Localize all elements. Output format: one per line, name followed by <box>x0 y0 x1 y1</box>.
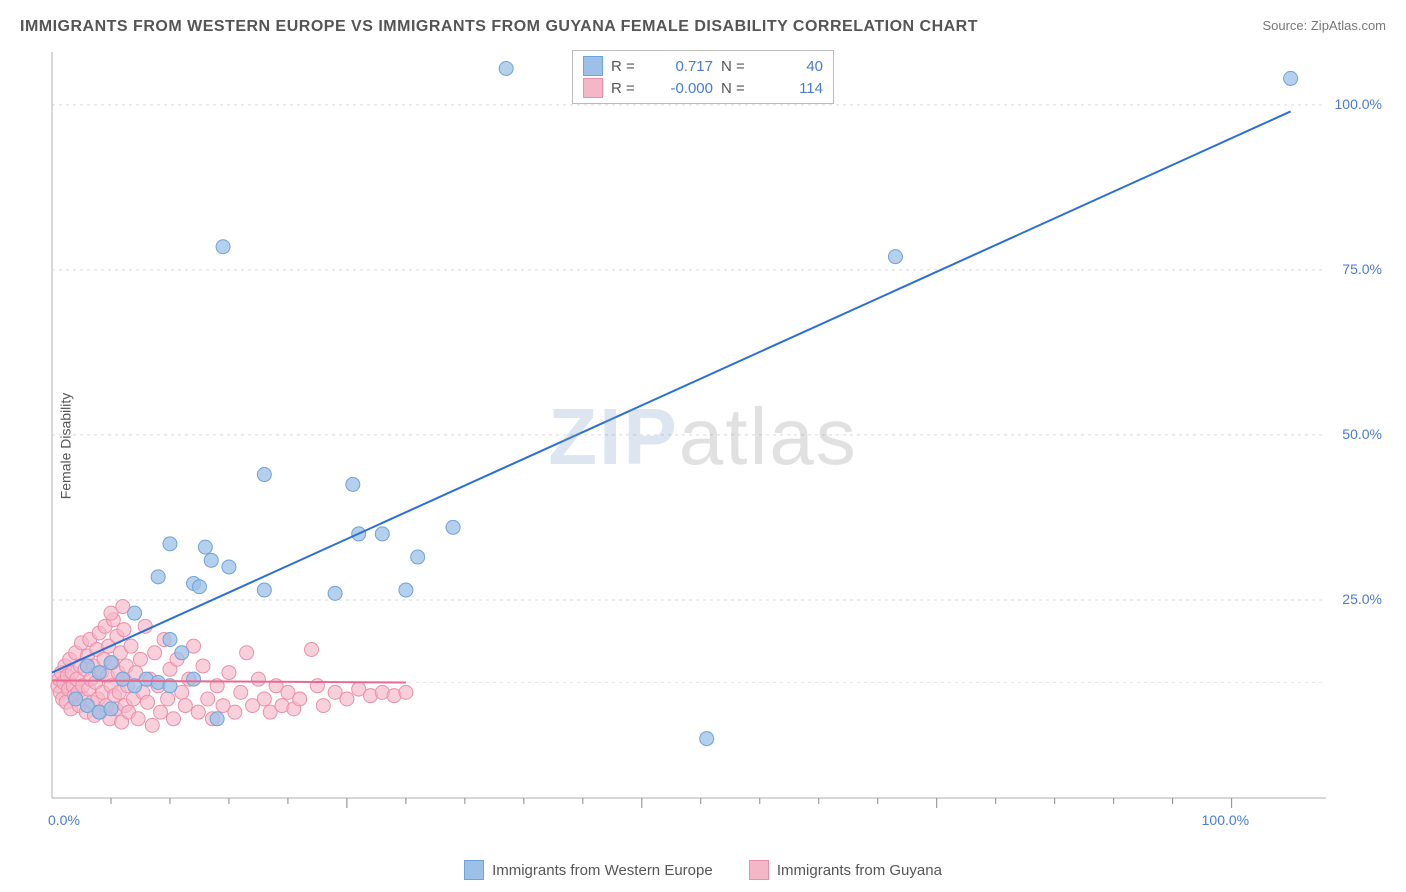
legend-item-blue: Immigrants from Western Europe <box>464 860 713 880</box>
y-tick-label: 100.0% <box>1335 96 1382 112</box>
x-tick-label-right: 100.0% <box>1202 812 1249 828</box>
r-value: 0.717 <box>653 58 713 75</box>
n-value: 114 <box>763 80 823 97</box>
legend-row-blue: R = 0.717 N = 40 <box>583 55 823 77</box>
source-attribution: Source: ZipAtlas.com <box>1262 18 1386 33</box>
chart-title: IMMIGRANTS FROM WESTERN EUROPE VS IMMIGR… <box>20 18 978 36</box>
legend-item-pink: Immigrants from Guyana <box>749 860 942 880</box>
y-tick-label: 75.0% <box>1342 261 1382 277</box>
r-value: -0.000 <box>653 80 713 97</box>
legend-label: Immigrants from Guyana <box>777 862 942 879</box>
n-value: 40 <box>763 58 823 75</box>
x-tick-label-left: 0.0% <box>48 812 80 828</box>
r-label: R = <box>611 80 645 97</box>
scatter-plot <box>48 48 1386 838</box>
legend-swatch-blue <box>583 56 603 76</box>
r-label: R = <box>611 58 645 75</box>
legend-swatch-pink-icon <box>749 860 769 880</box>
legend-correlation: R = 0.717 N = 40 R = -0.000 N = 114 <box>572 50 834 104</box>
y-tick-label: 50.0% <box>1342 426 1382 442</box>
legend-swatch-blue-icon <box>464 860 484 880</box>
legend-series: Immigrants from Western Europe Immigrant… <box>0 860 1406 884</box>
n-label: N = <box>721 80 755 97</box>
y-tick-label: 25.0% <box>1342 591 1382 607</box>
plot-svg <box>48 48 1386 838</box>
legend-row-pink: R = -0.000 N = 114 <box>583 77 823 99</box>
legend-swatch-pink <box>583 78 603 98</box>
legend-label: Immigrants from Western Europe <box>492 862 713 879</box>
n-label: N = <box>721 58 755 75</box>
